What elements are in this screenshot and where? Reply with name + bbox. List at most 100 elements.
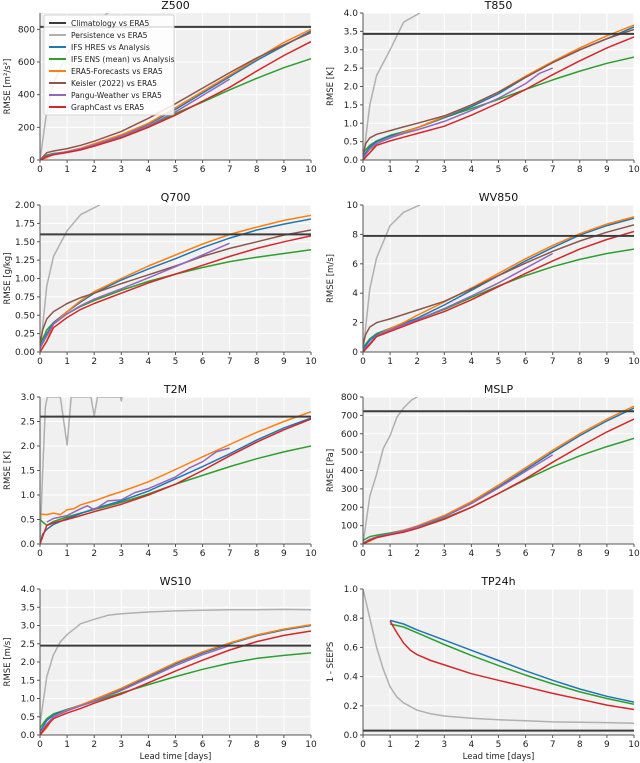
- x-tick-label: 9: [604, 740, 610, 750]
- x-tick-label: 4: [469, 357, 475, 367]
- y-tick-label: 3.0: [21, 622, 36, 632]
- y-tick-label: 1.0: [344, 119, 359, 129]
- x-tick-label: 0: [360, 549, 366, 559]
- y-tick-label: 4.0: [21, 585, 36, 595]
- x-tick-label: 10: [305, 165, 317, 175]
- x-tick-label: 7: [227, 549, 233, 559]
- x-tick-label: 5: [173, 165, 179, 175]
- y-tick-label: 4: [352, 289, 358, 299]
- y-tick-label: 300: [341, 485, 358, 495]
- x-tick-label: 3: [441, 549, 447, 559]
- series-line-keisler: [363, 224, 634, 345]
- x-tick-label: 2: [91, 549, 97, 559]
- y-tick-label: 0.5: [344, 138, 358, 148]
- y-tick-label: 1.75: [15, 219, 35, 229]
- y-tick-label: 2.0: [344, 83, 359, 93]
- x-tick-label: 1: [64, 165, 70, 175]
- x-tick-label: 8: [254, 357, 260, 367]
- x-tick-label: 9: [281, 165, 287, 175]
- x-tick-label: 1: [387, 357, 393, 367]
- legend-item-keisler: Keisler (2022) vs ERA5: [49, 79, 157, 88]
- x-tick-label: 3: [118, 549, 124, 559]
- panel-title: MSLP: [484, 383, 514, 396]
- legend-label: Climatology vs ERA5: [71, 19, 150, 28]
- y-tick-label: 1.00: [15, 275, 35, 285]
- y-tick-label: 600: [341, 430, 358, 440]
- y-axis-label: RMSE [K]: [326, 67, 336, 106]
- y-tick-label: 600: [18, 58, 35, 68]
- y-tick-label: 0: [352, 540, 358, 550]
- legend-item-ens: IFS ENS (mean) vs Analysis: [49, 55, 174, 64]
- x-tick-label: 0: [37, 357, 43, 367]
- x-tick-label: 10: [305, 740, 317, 750]
- series-group: [40, 608, 311, 735]
- x-tick-label: 5: [496, 740, 502, 750]
- series-line-hres: [40, 218, 311, 349]
- y-tick-label: 0.8: [344, 614, 359, 624]
- x-tick-label: 5: [496, 165, 502, 175]
- panel-title: T2M: [163, 383, 187, 396]
- panel-title: WS10: [160, 575, 192, 588]
- panel-t850: 0 1 2 3 4 5 6 7 8 9 10 0.0 0.5 1.0 1.5 2.0 2.5 3.0 3.5 4.0 T…: [326, 0, 640, 175]
- series-line-era5f: [40, 410, 311, 516]
- legend-label: IFS ENS (mean) vs Analysis: [71, 55, 174, 64]
- panel-mslp: 0 1 2 3 4 5 6 7 8 9 100100200300400500600700800MSL…: [326, 383, 640, 559]
- x-tick-label: 5: [496, 357, 502, 367]
- legend-box: [43, 14, 175, 116]
- x-tick-label: 9: [281, 357, 287, 367]
- series-line-hres: [363, 217, 634, 350]
- x-tick-label: 1: [64, 549, 70, 559]
- x-tick-label: 10: [628, 549, 640, 559]
- legend-label: IFS HRES vs Analysis: [71, 43, 150, 52]
- y-tick-label: 0: [352, 348, 358, 358]
- series-line-ens: [389, 623, 634, 706]
- series-line-graphcast: [40, 418, 311, 544]
- x-tick-label: 1: [64, 740, 70, 750]
- panel-title: T850: [484, 0, 513, 12]
- series-group: [363, 205, 634, 352]
- series-line-graphcast: [363, 418, 634, 544]
- x-axis-label: Lead time [days]: [140, 752, 212, 762]
- y-tick-label: 1.25: [15, 256, 35, 266]
- x-tick-label: 3: [118, 357, 124, 367]
- x-tick-label: 2: [414, 549, 420, 559]
- panel-title: Q700: [161, 191, 191, 204]
- x-tick-label: 7: [227, 740, 233, 750]
- y-axis-label: RMSE [m²/s²]: [3, 59, 13, 115]
- series-group: [40, 205, 311, 352]
- x-tick-label: 4: [469, 165, 475, 175]
- legend-item-hres: IFS HRES vs Analysis: [49, 43, 150, 52]
- x-tick-label: 7: [550, 549, 556, 559]
- series-line-hres: [389, 619, 634, 703]
- x-tick-label: 4: [469, 549, 475, 559]
- x-tick-label: 6: [200, 740, 206, 750]
- y-tick-label: 3.5: [344, 27, 358, 37]
- legend-label: ERA5-Forecasts vs ERA5: [71, 67, 163, 76]
- x-tick-label: 10: [628, 357, 640, 367]
- x-tick-label: 8: [577, 549, 583, 559]
- legend-item-pers: Persistence vs ERA5: [49, 31, 148, 40]
- x-tick-label: 5: [496, 549, 502, 559]
- x-tick-label: 4: [469, 740, 475, 750]
- y-tick-label: 1.5: [21, 467, 35, 477]
- y-tick-label: 0.25: [15, 330, 35, 340]
- y-tick-label: 0.00: [15, 348, 35, 358]
- x-tick-label: 7: [550, 357, 556, 367]
- x-tick-label: 2: [414, 165, 420, 175]
- y-tick-label: 0.5: [21, 516, 35, 526]
- series-group: [40, 397, 311, 544]
- y-tick-label: 800: [18, 25, 35, 35]
- panel-tp24h: 0 1 2 3 4 5 6 7 8 9 10 0.0 0.2 0.4 0.6 0.8 1.0 TP24h 1 - S…: [326, 575, 640, 762]
- legend-label: Keisler (2022) vs ERA5: [71, 79, 157, 88]
- y-tick-label: 2.5: [21, 418, 35, 428]
- y-tick-label: 8: [352, 230, 358, 240]
- legend-item-graphcast: GraphCast vs ERA5: [49, 103, 144, 112]
- y-axis-label: RMSE [g/kg]: [3, 253, 13, 305]
- x-tick-label: 0: [360, 165, 366, 175]
- x-tick-label: 2: [91, 165, 97, 175]
- legend-item-era5f: ERA5-Forecasts vs ERA5: [49, 67, 163, 76]
- series-line-pers: [40, 397, 123, 544]
- x-tick-label: 1: [387, 165, 393, 175]
- y-axis-label: RMSE [K]: [3, 451, 13, 490]
- y-tick-label: 0: [29, 156, 35, 166]
